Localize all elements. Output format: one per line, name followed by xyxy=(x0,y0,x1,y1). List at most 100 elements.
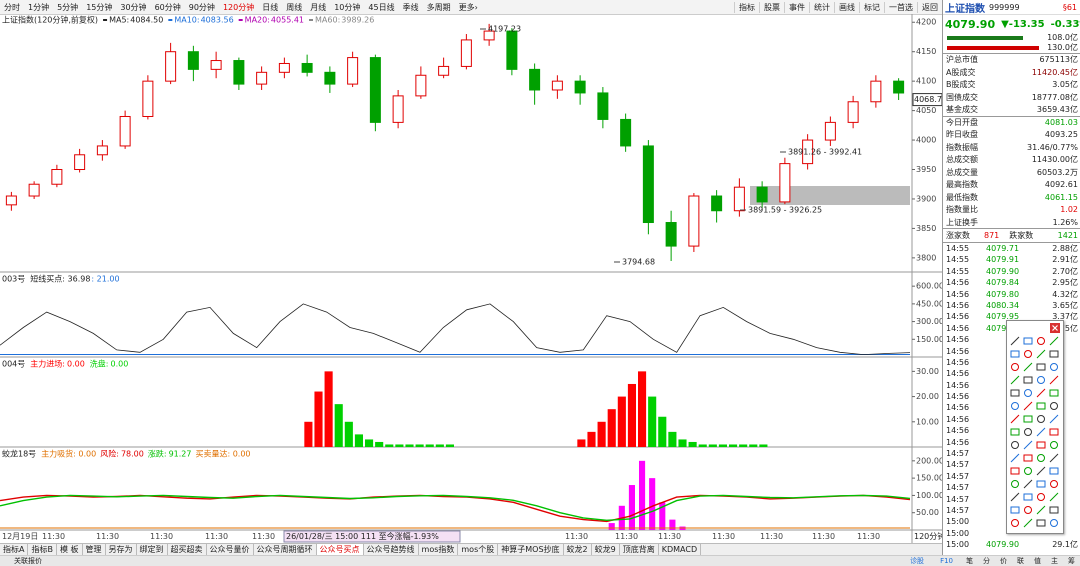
tool-button[interactable]: 统计 xyxy=(809,1,834,13)
indicator-line xyxy=(0,494,911,522)
stat-row: 总成交量 60503.2万 xyxy=(943,166,1080,179)
tool-button[interactable]: 画线 xyxy=(834,1,859,13)
volume-bar xyxy=(354,434,363,447)
x-tick-label: 11:30 xyxy=(42,532,65,541)
tool-icon xyxy=(1023,401,1033,411)
tool-icon xyxy=(1011,402,1019,410)
x-tick-label: 11:30 xyxy=(150,532,173,541)
tick-price: 4080.34 xyxy=(986,300,1020,310)
tick-time: 15:00 xyxy=(946,540,970,550)
indicator-tab[interactable]: mos个股 xyxy=(458,544,499,556)
status-icon[interactable]: 值 xyxy=(1034,557,1041,565)
candle-body xyxy=(733,186,745,212)
period-tab[interactable]: 日线 xyxy=(262,2,279,12)
indicator-tab[interactable]: mos指数 xyxy=(419,544,459,556)
stat-row: 沪总市值 675113亿 xyxy=(943,53,1080,66)
tool-button[interactable]: 一首选 xyxy=(884,1,917,13)
candle-body xyxy=(210,60,222,70)
tool-icon xyxy=(1023,337,1033,345)
indicator-tab[interactable]: 公众号趋势线 xyxy=(364,544,419,556)
period-tab[interactable]: 1分钟 xyxy=(28,2,50,12)
indicator-tab[interactable]: 神算子MOS抄底 xyxy=(498,544,564,556)
stat-row: 国债成交 18777.08亿 xyxy=(943,91,1080,104)
period-tab[interactable]: 多周期 xyxy=(426,2,451,12)
indicator-tab[interactable]: 超买超卖 xyxy=(168,544,207,556)
volume-bar xyxy=(425,444,434,447)
tool-icon xyxy=(1023,454,1033,462)
tool-button[interactable]: 返回 xyxy=(917,1,942,13)
indicator-tab[interactable]: 蛟龙9 xyxy=(592,544,620,556)
tool-icon xyxy=(1011,441,1019,449)
tick-time: 14:55 xyxy=(946,255,970,265)
status-icon[interactable]: 分 xyxy=(983,557,990,565)
period-tab[interactable]: 30分钟 xyxy=(120,2,147,12)
indicator-tab[interactable]: 蛟龙2 xyxy=(564,544,592,556)
y-tick-label: 20.00 xyxy=(916,392,939,401)
period-tab[interactable]: 10分钟 xyxy=(334,2,361,12)
stat-value: 1.02 xyxy=(1060,205,1078,214)
indicator-tab[interactable]: 公众号周期循环 xyxy=(254,544,317,556)
status-link[interactable]: 诊股 xyxy=(910,557,925,565)
tick-row: 14:55 4079.90 2.70亿 xyxy=(943,266,1080,277)
tick-volume: 3.65亿 xyxy=(1052,300,1078,310)
indicator-tab[interactable]: 公众号量价 xyxy=(207,544,254,556)
indicator-tab[interactable]: 顶底背离 xyxy=(620,544,659,556)
stat-row: 今日开盘 4081.03 xyxy=(943,115,1080,129)
indicator-tab[interactable]: 模 板 xyxy=(57,544,83,556)
tool-button[interactable]: 股票 xyxy=(759,1,784,13)
indicator-tab[interactable]: 公众号买点 xyxy=(316,544,364,556)
period-tab[interactable]: 60分钟 xyxy=(154,2,181,12)
status-icon[interactable]: 筹 xyxy=(1068,557,1075,565)
tool-icon xyxy=(1050,402,1058,410)
y-tick-label: 450.00 xyxy=(916,299,942,308)
cursor-status: 26/01/28/三 15:00 111 至今涨幅-1.93% xyxy=(286,531,439,541)
period-tab[interactable]: 分时 xyxy=(4,2,20,12)
y-tick-label: 600.00 xyxy=(916,282,942,291)
y-tick-label: 4000 xyxy=(916,136,936,145)
stat-label: 指数振幅 xyxy=(946,142,978,152)
tool-icon xyxy=(1049,375,1059,385)
candle-body xyxy=(779,163,791,203)
tool-icon xyxy=(1050,441,1058,449)
period-tab[interactable]: 5分钟 xyxy=(57,2,79,12)
volume-bar xyxy=(729,444,738,447)
period-tab[interactable]: 月线 xyxy=(310,2,327,12)
candle-body xyxy=(51,169,63,185)
tool-button[interactable]: 指标 xyxy=(734,1,759,13)
tool-grid xyxy=(1010,336,1059,528)
status-icon[interactable]: 价 xyxy=(1000,557,1007,565)
drawing-tools xyxy=(1010,323,1060,528)
x-tick-label: 11:30 xyxy=(252,532,275,541)
indicator-tab[interactable]: 指标B xyxy=(28,544,57,556)
tick-price: 4079.71 xyxy=(986,244,1020,253)
tick-time: 14:56 xyxy=(946,369,970,379)
signal-bar xyxy=(659,502,666,530)
period-tab[interactable]: 120分钟 xyxy=(222,2,255,12)
indicator-tab[interactable]: KDMACD xyxy=(659,544,702,556)
tool-icon xyxy=(1037,337,1045,345)
period-tab[interactable]: 更多› xyxy=(458,2,478,12)
tool-button[interactable]: 事件 xyxy=(784,1,809,13)
tool-icon xyxy=(1049,336,1059,346)
period-tab[interactable]: 45日线 xyxy=(368,2,395,12)
tick-time: 14:57 xyxy=(946,449,970,459)
status-icon[interactable]: 联 xyxy=(1017,557,1024,565)
status-icon[interactable]: 笔 xyxy=(966,557,973,565)
y-tick-label: 4050 xyxy=(916,106,936,115)
stat-row: 昨日收盘 4093.25 xyxy=(943,128,1080,141)
tool-button[interactable]: 标记 xyxy=(859,1,884,13)
indicator-legend: 91.27 xyxy=(169,450,192,459)
indicator-legend: 短线买点: 36.98 xyxy=(30,274,90,284)
status-link[interactable]: F10 xyxy=(940,557,953,565)
period-tab[interactable]: 季线 xyxy=(402,2,419,12)
period-tab[interactable]: 90分钟 xyxy=(188,2,215,12)
indicator-tab[interactable]: 管理 xyxy=(83,544,106,556)
period-tab[interactable]: 15分钟 xyxy=(86,2,113,12)
status-icon[interactable]: 主 xyxy=(1051,557,1058,565)
indicator-tab[interactable]: 指标A xyxy=(0,544,29,556)
candle-body xyxy=(415,74,427,97)
tick-time: 14:57 xyxy=(946,460,970,470)
indicator-tab[interactable]: 另存为 xyxy=(106,544,137,556)
indicator-tab[interactable]: 绑定到 xyxy=(137,544,168,556)
period-tab[interactable]: 周线 xyxy=(286,2,303,12)
